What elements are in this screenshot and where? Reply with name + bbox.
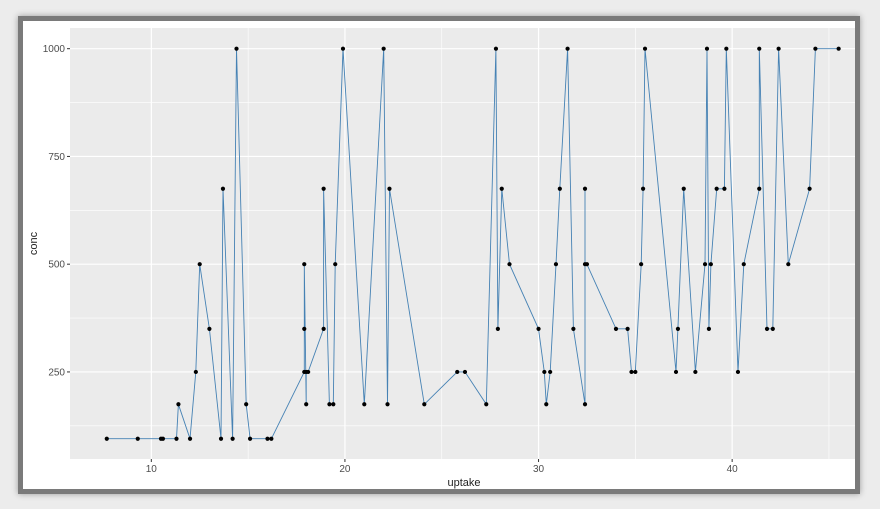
data-point <box>582 186 588 191</box>
data-point <box>625 326 630 331</box>
data-point <box>542 369 547 375</box>
y-tick-label: 1000 <box>43 44 66 55</box>
data-point <box>197 262 202 267</box>
data-point <box>499 186 504 191</box>
data-point <box>708 262 713 267</box>
data-point <box>340 46 346 51</box>
data-point <box>582 402 588 407</box>
data-point <box>702 262 708 267</box>
data-point <box>174 436 179 441</box>
data-point <box>327 402 332 407</box>
data-point <box>135 436 140 441</box>
data-point <box>265 436 270 441</box>
data-point <box>302 262 307 267</box>
data-point <box>548 369 553 375</box>
data-point <box>321 186 326 191</box>
data-point <box>247 436 253 441</box>
data-point <box>553 262 559 267</box>
data-point <box>706 326 712 331</box>
y-tick-label: 750 <box>48 152 65 163</box>
data-point <box>455 369 460 375</box>
data-point <box>629 369 634 375</box>
data-point <box>387 186 392 191</box>
data-point <box>681 186 686 191</box>
minor-gridlines <box>70 28 855 459</box>
data-point <box>776 46 781 51</box>
data-point <box>302 326 307 331</box>
data-point <box>639 262 644 267</box>
data-point <box>304 402 309 407</box>
data-point <box>218 436 224 441</box>
x-axis-label: uptake <box>447 477 480 489</box>
data-point <box>385 402 390 407</box>
data-point <box>160 436 166 441</box>
data-point <box>381 46 386 51</box>
plot-panel <box>70 28 855 459</box>
data-point <box>724 46 729 51</box>
data-point <box>714 186 719 191</box>
data-point <box>331 402 336 407</box>
data-point <box>836 46 841 51</box>
data-point <box>244 402 249 407</box>
x-tick-label: 30 <box>533 464 545 475</box>
data-point <box>675 326 681 331</box>
data-point <box>234 46 239 51</box>
x-axis-ticks: 10 20 30 40 <box>146 459 738 475</box>
data-point <box>484 402 489 407</box>
y-tick-label: 500 <box>48 260 65 271</box>
data-point <box>735 369 741 375</box>
data-point <box>230 436 235 441</box>
data-point <box>613 326 619 331</box>
data-point <box>306 369 311 375</box>
data-point <box>557 186 562 191</box>
data-point <box>362 402 367 407</box>
data-point <box>104 436 109 441</box>
data-point <box>584 262 590 267</box>
data-point <box>704 46 710 51</box>
data-point <box>807 186 812 191</box>
x-tick-label: 40 <box>727 464 739 475</box>
line-chart: 10 20 30 40 250 500 750 1000 uptake conc <box>28 28 855 489</box>
data-point <box>693 369 698 375</box>
data-point <box>176 402 181 407</box>
data-point <box>673 369 679 375</box>
data-point <box>220 186 226 191</box>
data-point <box>565 46 570 51</box>
data-point <box>193 369 198 375</box>
data-point <box>269 436 274 441</box>
data-point <box>633 369 638 375</box>
data-point <box>741 262 746 267</box>
plot-frame: 10 20 30 40 250 500 750 1000 uptake conc <box>18 16 860 494</box>
data-point <box>764 326 770 331</box>
data-point <box>333 262 338 267</box>
data-point <box>495 326 500 331</box>
y-axis-ticks: 250 500 750 1000 <box>43 44 70 378</box>
data-point <box>757 46 762 51</box>
y-tick-label: 250 <box>48 367 65 378</box>
data-point <box>770 326 775 331</box>
data-point <box>642 46 648 51</box>
x-tick-label: 10 <box>146 464 158 475</box>
data-point <box>640 186 646 191</box>
data-point <box>507 262 512 267</box>
data-point <box>462 369 468 375</box>
data-point <box>422 402 427 407</box>
y-axis-label: conc <box>28 231 40 255</box>
data-point <box>536 326 541 331</box>
data-point <box>187 436 193 441</box>
x-tick-label: 20 <box>339 464 351 475</box>
data-points <box>104 46 841 441</box>
data-point <box>207 326 212 331</box>
data-point <box>544 402 549 407</box>
data-point <box>571 326 576 331</box>
data-point <box>493 46 499 51</box>
data-point <box>321 326 326 331</box>
data-point <box>813 46 818 51</box>
data-point <box>722 186 727 191</box>
data-point <box>757 186 762 191</box>
data-point <box>786 262 791 267</box>
